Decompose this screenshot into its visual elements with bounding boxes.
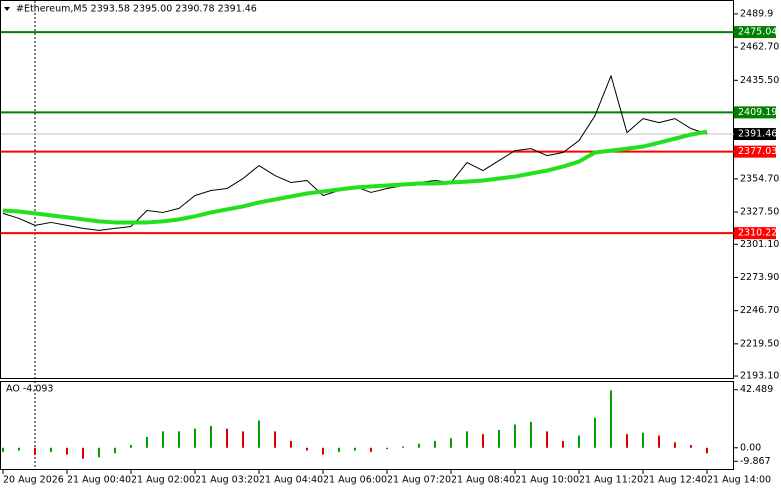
x-tick-label: 21 Aug 10:00 xyxy=(515,475,579,486)
y-tick-label: 2193.10 xyxy=(740,371,779,382)
level-label-box xyxy=(734,227,776,240)
y-tick-label: -9.867 xyxy=(740,456,771,467)
x-tick-label: 21 Aug 08:40 xyxy=(451,475,515,486)
x-tick-label: 21 Aug 14:00 xyxy=(707,475,771,486)
price-line xyxy=(2,129,708,225)
y-tick-label: 2354.70 xyxy=(740,173,779,184)
x-tick-label: 20 Aug 2026 xyxy=(3,475,64,486)
last-price-label: 2391.46 xyxy=(738,129,777,140)
y-tick-label: 2219.50 xyxy=(740,338,779,349)
y-tick-label: 0.00 xyxy=(740,442,761,453)
y-tick-label: 42.489 xyxy=(740,384,773,395)
x-tick-label: 21 Aug 02:00 xyxy=(131,475,195,486)
y-tick-label: 2462.70 xyxy=(740,42,779,53)
last-price-box xyxy=(734,128,776,141)
y-tick-label: 2273.90 xyxy=(740,272,779,283)
y-tick-label: 2489.9 xyxy=(740,8,773,19)
x-tick-label: 21 Aug 04:40 xyxy=(259,475,323,486)
x-tick-label: 21 Aug 07:20 xyxy=(387,475,451,486)
level-label: 2475.04 xyxy=(738,27,777,38)
y-tick-label: 2301.10 xyxy=(740,239,779,250)
x-tick-label: 21 Aug 03:20 xyxy=(195,475,259,486)
y-tick-label: 2435.50 xyxy=(740,75,779,86)
level-label: 2409.19 xyxy=(738,107,777,118)
level-label: 2377.03 xyxy=(738,146,777,157)
level-label: 2310.22 xyxy=(738,228,777,239)
x-tick-label: 21 Aug 06:00 xyxy=(323,475,387,486)
level-label-box xyxy=(734,26,776,39)
x-tick-label: 21 Aug 00:40 xyxy=(67,475,131,486)
y-tick-label: 2327.50 xyxy=(740,207,779,218)
main-frame xyxy=(0,0,734,379)
x-tick-label: 21 Aug 12:40 xyxy=(643,475,707,486)
level-label-box xyxy=(734,145,776,158)
chart-title: #Ethereum,M5 2393.58 2395.00 2390.78 239… xyxy=(16,4,257,15)
y-tick-label: 2246.70 xyxy=(740,305,779,316)
x-tick-label: 21 Aug 11:20 xyxy=(579,475,643,486)
ao-frame xyxy=(0,381,734,470)
menu-triangle xyxy=(4,7,10,11)
level-label-box xyxy=(734,106,776,119)
ao-title: AO -4.093 xyxy=(6,384,53,395)
